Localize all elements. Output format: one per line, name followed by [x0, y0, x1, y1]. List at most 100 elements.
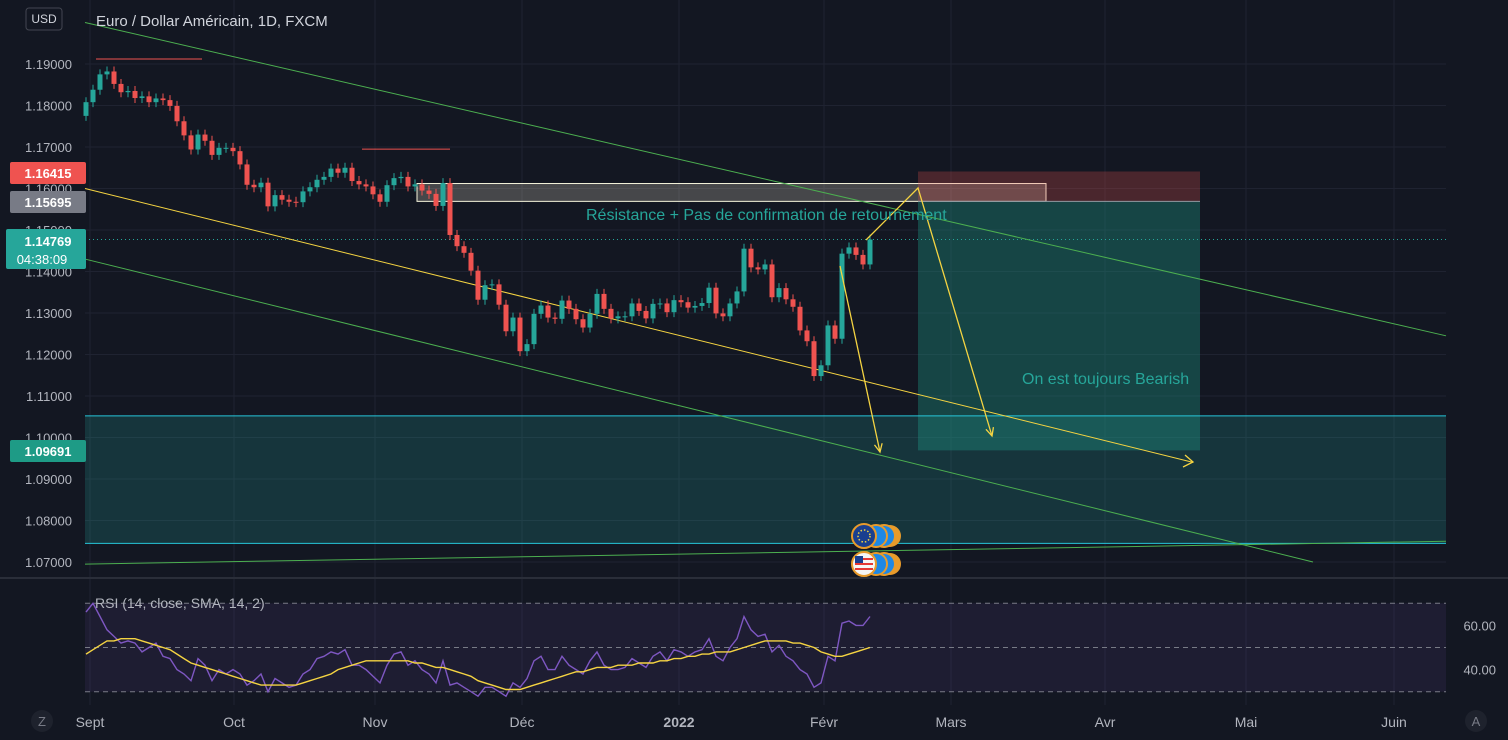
candle: [720, 308, 726, 322]
candle-body: [454, 234, 460, 247]
candle: [762, 259, 768, 275]
candle: [482, 280, 488, 305]
candle: [188, 130, 194, 155]
candle-body: [734, 291, 740, 304]
candle: [265, 177, 271, 212]
candle-body: [566, 300, 572, 309]
candle-body: [601, 293, 607, 309]
candle-body: [524, 344, 530, 352]
candle-body: [713, 287, 719, 314]
projection-arrow-main-head: [985, 427, 995, 438]
candle-body: [160, 98, 166, 101]
candle-body: [195, 134, 201, 150]
candle-body: [748, 248, 754, 268]
candle: [538, 300, 544, 319]
candle: [286, 194, 292, 207]
candle-body: [573, 308, 579, 320]
currency-button[interactable]: USD: [25, 7, 63, 31]
candle-body: [503, 304, 509, 332]
candle-body: [258, 182, 264, 188]
candle-body: [132, 90, 138, 99]
candle: [342, 162, 348, 178]
candle: [146, 91, 152, 108]
candle: [755, 262, 761, 275]
price-levels: [85, 58, 1446, 544]
candle-body: [300, 191, 306, 203]
candle: [685, 297, 691, 313]
candle-body: [314, 179, 320, 188]
candle-body: [125, 90, 131, 93]
candle-body: [335, 168, 341, 173]
candle: [468, 247, 474, 276]
candle: [867, 234, 873, 270]
currency-label: USD: [31, 12, 57, 26]
event-icons[interactable]: [851, 523, 901, 577]
svg-text:A: A: [1472, 714, 1481, 729]
us-flag-icon[interactable]: [851, 551, 901, 577]
rsi-tick-label: 40.00: [1463, 663, 1496, 678]
candle: [860, 249, 866, 270]
candle-body: [461, 246, 467, 253]
time-tick-label: 2022: [663, 714, 694, 730]
countdown-label: 04:38:09: [17, 252, 68, 267]
price-tick-label: 1.09000: [25, 472, 72, 487]
candle-body: [279, 195, 285, 200]
candle-body: [692, 305, 698, 308]
auto-scale-button[interactable]: A: [1465, 710, 1487, 732]
candle: [818, 360, 824, 382]
candle: [83, 97, 89, 121]
candle: [510, 312, 516, 337]
candle-body: [419, 184, 425, 191]
candles: [83, 66, 873, 382]
timezone-button[interactable]: Z: [31, 710, 53, 732]
candle: [153, 93, 159, 108]
candle-body: [349, 167, 355, 182]
candle-body: [552, 317, 558, 319]
trend-lines: [84, 22, 1447, 565]
candle: [608, 303, 614, 324]
candle: [727, 298, 733, 322]
candle-body: [405, 176, 411, 187]
candle: [636, 298, 642, 316]
candle: [853, 242, 859, 260]
candle-body: [538, 305, 544, 314]
candle-body: [671, 300, 677, 313]
candle-body: [146, 96, 152, 103]
candle-body: [440, 183, 446, 206]
candle: [706, 282, 712, 309]
candle-body: [720, 313, 726, 317]
time-axis[interactable]: Sept Oct Nov Déc 2022 Févr Mars Avr Mai Juin: [76, 714, 1407, 730]
candle-body: [265, 182, 271, 207]
rsi-tick-label: 60.00: [1463, 618, 1496, 633]
trendline-arrow-head: [1182, 454, 1195, 468]
candle: [139, 91, 145, 104]
candle: [664, 298, 670, 318]
eu-flag-icon[interactable]: [851, 523, 901, 549]
price-badge-target: 1.09691: [10, 440, 86, 462]
chart-title: Euro / Dollar Américain, 1D, FXCM: [96, 13, 328, 30]
time-tick-label: Sept: [76, 714, 105, 730]
candle: [496, 279, 502, 310]
candle-body: [587, 313, 593, 328]
time-tick-label: Mai: [1235, 714, 1258, 730]
price-axis[interactable]: 1.190001.180001.170001.160001.150001.140…: [25, 57, 1496, 678]
trend-line: [84, 540, 1447, 565]
candle-body: [755, 267, 761, 270]
candle: [279, 190, 285, 205]
candle: [251, 179, 257, 193]
candle: [699, 298, 705, 311]
candle: [419, 179, 425, 196]
rsi-title: RSI (14, close, SMA, 14, 2): [95, 595, 265, 611]
candle: [426, 185, 432, 199]
candle: [223, 142, 229, 153]
price-badge-label: 1.15695: [25, 195, 72, 210]
resistance-zone: [416, 183, 1047, 202]
candle-body: [216, 147, 222, 155]
candle: [118, 78, 124, 98]
price-badge-label: 1.14769: [25, 234, 72, 249]
price-badge-label: 1.16415: [25, 166, 72, 181]
price-tick-label: 1.07000: [25, 555, 72, 570]
candle-body: [832, 325, 838, 339]
candle: [671, 295, 677, 318]
